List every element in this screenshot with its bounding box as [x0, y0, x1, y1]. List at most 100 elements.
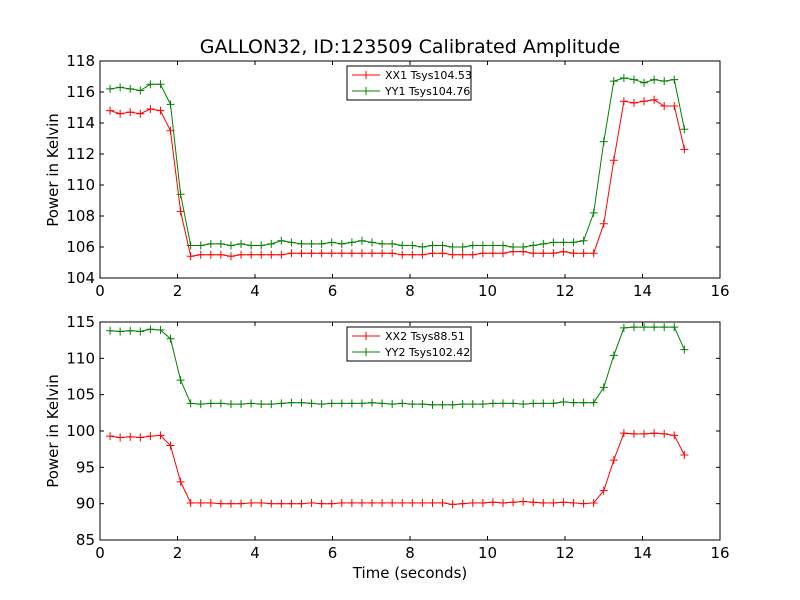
data-point [650, 95, 659, 104]
data-point [599, 137, 608, 146]
data-point [599, 383, 608, 392]
data-point [257, 241, 266, 250]
data-point [237, 239, 246, 248]
data-point [317, 239, 326, 248]
data-point [428, 400, 437, 409]
data-point [196, 241, 205, 250]
data-point [418, 498, 427, 507]
data-point [589, 398, 598, 407]
data-point [559, 498, 568, 507]
data-point [237, 400, 246, 409]
data-point [418, 243, 427, 251]
data-point [317, 400, 326, 409]
data-point [549, 498, 558, 507]
data-point [458, 243, 467, 251]
legend: XX1 Tsys104.53 YY1 Tsys104.76 [346, 65, 472, 101]
data-point [368, 249, 377, 258]
data-point [599, 486, 608, 495]
data-point [680, 450, 689, 459]
data-point [226, 252, 235, 261]
data-point [136, 433, 145, 442]
data-point [136, 86, 145, 95]
data-point [559, 397, 568, 406]
data-point [549, 238, 558, 247]
data-point [307, 239, 316, 248]
data-point [478, 249, 487, 258]
data-point [216, 239, 225, 248]
data-point [589, 249, 598, 258]
data-point [337, 399, 346, 408]
data-point [287, 249, 296, 258]
data-point [357, 498, 366, 507]
data-point [186, 399, 195, 408]
data-point [357, 399, 366, 408]
data-point [307, 498, 316, 507]
legend-label: YY2 Tsys102.42 [384, 346, 470, 359]
data-point [378, 249, 387, 258]
y-tick-label: 114 [66, 114, 95, 132]
data-point [116, 327, 125, 336]
data-point [327, 238, 336, 247]
y-tick-label: 90 [76, 495, 95, 513]
x-tick-label: 4 [250, 282, 260, 300]
legend-marker [362, 87, 370, 95]
x-tick-label: 8 [405, 282, 415, 300]
data-point [539, 399, 548, 408]
data-point [176, 477, 185, 486]
data-point [398, 399, 407, 408]
data-point [388, 400, 397, 409]
data-point [549, 399, 558, 408]
data-point [166, 441, 175, 450]
series-line [109, 99, 685, 257]
y-tick-label: 110 [66, 176, 95, 194]
data-point [116, 109, 125, 118]
data-point [297, 249, 306, 258]
data-point [438, 498, 447, 507]
data-point [448, 243, 457, 251]
data-point [126, 326, 135, 335]
x-tick-label: 2 [173, 282, 183, 300]
data-point [226, 241, 235, 250]
series-line [110, 326, 685, 406]
data-point [307, 399, 316, 408]
x-tick-label: 16 [710, 544, 729, 562]
data-point [640, 78, 649, 87]
data-point [670, 323, 679, 332]
x-tick-label: 0 [95, 282, 105, 300]
data-point [569, 238, 578, 247]
data-point [629, 429, 638, 438]
data-point [357, 249, 366, 258]
data-point [559, 247, 568, 256]
data-point [529, 241, 538, 250]
data-point [257, 400, 266, 409]
data-point [529, 249, 538, 258]
y-tick-label: 112 [66, 145, 95, 163]
data-point [317, 249, 326, 258]
data-point [216, 250, 225, 259]
data-point [327, 499, 336, 508]
data-point [458, 400, 467, 409]
data-point [478, 241, 487, 250]
data-point [448, 500, 457, 509]
y-tick-label: 85 [76, 531, 95, 549]
data-point [619, 429, 628, 438]
data-point [428, 498, 437, 507]
y-tick-label: 100 [66, 422, 95, 440]
data-point [458, 499, 467, 508]
data-point [428, 249, 437, 258]
data-point [680, 345, 689, 354]
data-point [106, 84, 115, 93]
data-point [428, 241, 437, 250]
data-point [226, 400, 235, 409]
data-point [438, 249, 447, 258]
data-point [579, 499, 588, 508]
x-tick-label: 14 [633, 544, 652, 562]
data-point [478, 498, 487, 507]
data-point [499, 249, 507, 258]
data-point [579, 249, 588, 258]
data-point [519, 400, 528, 409]
data-point [458, 250, 467, 259]
legend-marker [362, 348, 370, 356]
data-point [317, 499, 326, 508]
legend-marker [362, 71, 370, 79]
